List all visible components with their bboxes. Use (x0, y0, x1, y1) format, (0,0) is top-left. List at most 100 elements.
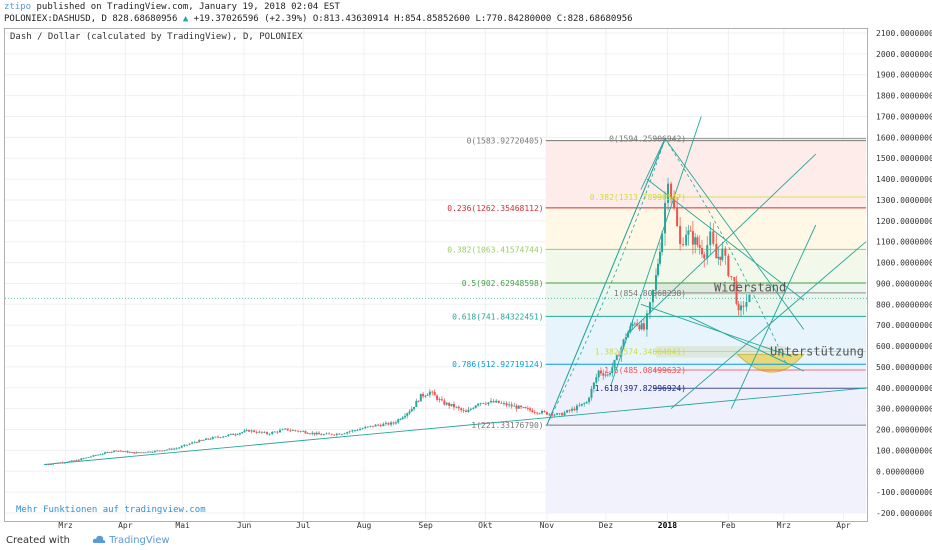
candle-body (533, 412, 536, 414)
fan-arc (664, 138, 786, 363)
candle-body (492, 400, 495, 403)
tradingview-logo-icon[interactable]: TradingView (92, 535, 170, 546)
candle-body (260, 431, 263, 433)
candle-body (195, 442, 198, 443)
candle-body (487, 402, 490, 405)
candle-body (153, 450, 156, 453)
candle-body (227, 434, 230, 436)
candle-body (68, 461, 71, 463)
price-tick-label: 1700.00000000 (876, 112, 932, 121)
candle-body (566, 410, 569, 413)
candle-body (622, 339, 625, 348)
zone-label-resistance: Widerstand (714, 281, 786, 295)
candle-body (510, 404, 513, 407)
candle-body (455, 406, 458, 408)
candle-body (719, 256, 722, 260)
candle-body (286, 428, 289, 431)
candle-body (583, 403, 586, 405)
candle-body (735, 281, 738, 304)
price-tick-label: 1200.00000000 (876, 217, 932, 226)
time-tick-label: Okt (478, 521, 493, 530)
candle-body (348, 431, 351, 433)
candle-body (460, 408, 463, 411)
candle-body (108, 452, 111, 453)
candle-body (94, 455, 97, 456)
fib-band (545, 425, 866, 513)
trend-line (640, 138, 666, 190)
candle-body (75, 459, 78, 461)
candles (45, 177, 751, 466)
price-tick-label: 1100.00000000 (876, 238, 932, 247)
candle-body (185, 444, 188, 446)
candle-body (679, 226, 682, 245)
candle-body (180, 446, 183, 448)
candle-body (173, 448, 176, 450)
candle-body (550, 413, 553, 416)
candle-body (340, 433, 343, 435)
candle-body (438, 399, 441, 401)
candle-body (343, 433, 346, 435)
candle-body (328, 433, 331, 435)
candle-body (495, 400, 498, 403)
trend-line (546, 139, 666, 426)
fib-label: 1(221.33176790) (471, 421, 543, 430)
candle-body (47, 464, 50, 466)
time-tick-label: Sep (418, 521, 433, 530)
fib-ext-label: 0(1594.25906942) (609, 135, 686, 144)
fib-band (545, 207, 866, 250)
candle-body (502, 403, 505, 404)
candle-body (524, 407, 527, 409)
candle-body (676, 207, 679, 227)
fib-ext-label: 1.382(574.34004041) (595, 347, 687, 356)
candle-body (306, 433, 309, 434)
candle-body (397, 419, 400, 423)
price-tick-label: 400.00000000 (876, 384, 932, 393)
candle-body (241, 432, 244, 434)
candle-body (188, 443, 191, 445)
candle-body (253, 430, 256, 432)
candle-body (372, 425, 375, 427)
candle-body (450, 403, 453, 406)
candle-body (101, 453, 104, 455)
candle-body (322, 434, 325, 436)
candle-body (727, 255, 730, 277)
candle-body (440, 399, 443, 401)
candle-body (651, 289, 654, 303)
price-tick-label: 200.00000000 (876, 426, 932, 435)
trend-line (688, 316, 804, 372)
candle-body (472, 407, 475, 409)
candle-body (474, 405, 477, 408)
candle-body (717, 256, 720, 259)
candle-body (413, 406, 416, 410)
candle-body (742, 305, 745, 307)
candle-body (620, 347, 623, 357)
candle-body (659, 251, 662, 264)
price-tick-label: 900.00000000 (876, 279, 932, 288)
candle-body (422, 393, 425, 397)
footer: Created with TradingView (0, 532, 932, 550)
fib-label: 0(1583.92720405) (467, 137, 544, 146)
candle-body (92, 455, 95, 457)
candle-body (379, 425, 382, 427)
watermark-link[interactable]: Mehr Funktionen auf tradingview.com (16, 505, 206, 515)
candle-body (73, 460, 76, 462)
candle-body (682, 244, 685, 246)
candle-body (606, 374, 609, 376)
candle-body (526, 408, 529, 409)
candle-body (330, 433, 333, 435)
author-link[interactable]: ztipo (4, 2, 32, 12)
candle-body (191, 442, 194, 444)
candle-body (304, 431, 307, 434)
candle-body (66, 462, 69, 463)
price-tick-label: 1300.00000000 (876, 196, 932, 205)
candle-body (351, 430, 354, 432)
trend-line (625, 153, 817, 336)
brand-name: TradingView (109, 535, 170, 546)
candle-body (670, 183, 673, 197)
candle-body (615, 355, 618, 360)
time-tick-label: Jun (237, 521, 252, 530)
candle-body (284, 428, 287, 430)
candle-body (271, 431, 274, 434)
candle-body (561, 413, 564, 416)
